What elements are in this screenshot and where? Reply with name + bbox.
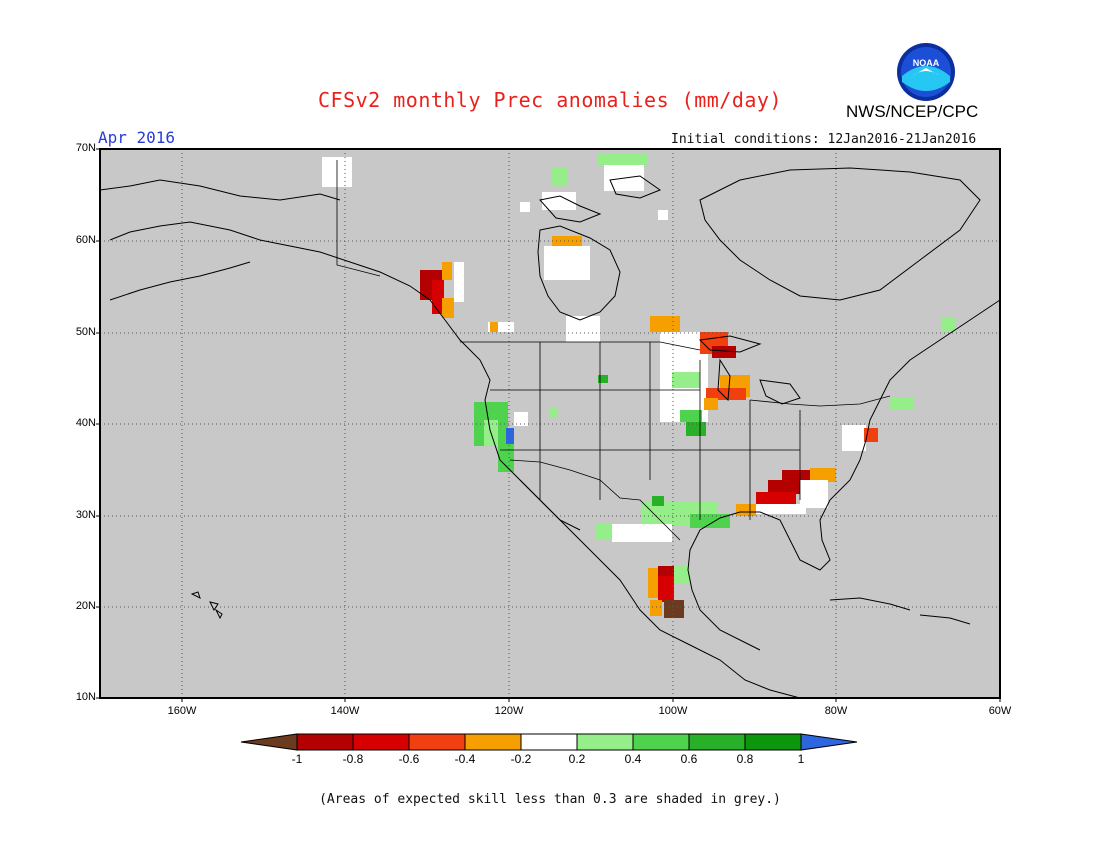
colorbar-tick: 0.8 bbox=[736, 752, 754, 766]
patch-orange bbox=[442, 298, 454, 318]
patch-red-orange bbox=[706, 388, 746, 400]
organization-label: NWS/NCEP/CPC bbox=[846, 102, 979, 121]
chart-title: CFSv2 monthly Prec anomalies (mm/day) bbox=[317, 88, 783, 112]
patch-white bbox=[520, 202, 530, 212]
patch-orange bbox=[810, 468, 836, 482]
patch-white bbox=[454, 262, 464, 302]
initial-conditions: Initial conditions: 12Jan2016-21Jan2016 bbox=[671, 132, 977, 147]
colorbar-segment bbox=[408, 733, 466, 751]
coastlines bbox=[99, 167, 1001, 699]
patch-darkgreen bbox=[652, 496, 664, 506]
patch-red bbox=[756, 492, 796, 504]
lat-label: 30N bbox=[75, 509, 96, 521]
colorbar-segment bbox=[240, 733, 298, 751]
patch-darkred bbox=[782, 470, 810, 482]
lon-label: 100W bbox=[658, 705, 688, 717]
colorbar-tick: -0.8 bbox=[342, 752, 364, 766]
anomaly-patches bbox=[322, 153, 956, 618]
patch-green bbox=[498, 442, 514, 472]
colorbar-segment bbox=[688, 733, 746, 751]
patch-white bbox=[800, 480, 828, 508]
patch-darkgreen bbox=[598, 375, 608, 383]
patch-orange bbox=[648, 568, 658, 598]
axis-ticks bbox=[96, 148, 1001, 702]
colorbar-segment bbox=[632, 733, 690, 751]
patch-white bbox=[566, 316, 600, 342]
patch-white bbox=[842, 425, 866, 451]
patch-green bbox=[680, 410, 702, 422]
patch-green bbox=[598, 153, 648, 165]
noaa-logo-text: NOAA bbox=[913, 58, 940, 68]
patch-orange bbox=[650, 316, 680, 332]
colorbar-tick: 0.2 bbox=[568, 752, 586, 766]
patch-white bbox=[514, 412, 528, 426]
colorbar-tick: 0.4 bbox=[624, 752, 642, 766]
patch-lightgreen bbox=[596, 524, 612, 540]
colorbar-segment bbox=[800, 733, 858, 751]
patch-green bbox=[552, 167, 568, 185]
lat-label: 40N bbox=[75, 417, 96, 429]
patch-red bbox=[658, 576, 674, 602]
lon-label: 140W bbox=[330, 705, 360, 717]
patch-red bbox=[432, 280, 444, 314]
map-background bbox=[100, 149, 1000, 698]
patch-orange bbox=[552, 236, 582, 246]
lat-label: 50N bbox=[75, 326, 96, 338]
colorbar-tick: -0.6 bbox=[398, 752, 420, 766]
colorbar-tick: -0.4 bbox=[454, 752, 476, 766]
lat-label: 10N bbox=[75, 691, 96, 703]
lat-label: 70N bbox=[75, 142, 96, 154]
colorbar-segment bbox=[352, 733, 410, 751]
patch-orange bbox=[736, 504, 756, 516]
patch-lightgreen bbox=[550, 408, 558, 418]
patch-green bbox=[672, 372, 700, 388]
patch-lightgreen bbox=[942, 318, 956, 332]
colorbar-segment bbox=[576, 733, 634, 751]
patch-darkred bbox=[712, 346, 736, 358]
patch-orange bbox=[442, 262, 452, 280]
noaa-logo-icon: NOAA bbox=[897, 43, 955, 101]
colorbar-tick: -1 bbox=[291, 752, 303, 766]
patch-brown bbox=[664, 600, 684, 618]
colorbar-tick: -0.2 bbox=[510, 752, 532, 766]
colorbar-tick: 1 bbox=[797, 752, 805, 766]
lon-label: 60W bbox=[988, 705, 1012, 717]
borders bbox=[336, 160, 891, 541]
patch-white bbox=[658, 210, 668, 220]
patch-white bbox=[488, 322, 514, 332]
skill-note: (Areas of expected skill less than 0.3 a… bbox=[319, 792, 781, 807]
patch-darkred bbox=[658, 566, 674, 576]
patch-lightgreen bbox=[674, 566, 690, 584]
patch-orange bbox=[490, 322, 498, 332]
forecast-month: Apr 2016 bbox=[98, 128, 176, 147]
patch-orange bbox=[704, 398, 718, 410]
lat-label: 60N bbox=[75, 234, 96, 246]
patch-darkred bbox=[768, 480, 808, 494]
lon-label: 120W bbox=[494, 705, 524, 717]
patch-white bbox=[544, 246, 590, 280]
colorbar-segment bbox=[296, 733, 354, 751]
patch-darkgreen bbox=[686, 422, 706, 436]
colorbar bbox=[240, 733, 858, 751]
patch-white bbox=[612, 524, 672, 542]
colorbar-segment bbox=[464, 733, 522, 751]
patch-blue bbox=[506, 428, 514, 444]
patch-orange bbox=[650, 600, 662, 616]
colorbar-tick: 0.6 bbox=[680, 752, 698, 766]
lon-label: 160W bbox=[167, 705, 197, 717]
lat-label: 20N bbox=[75, 600, 96, 612]
colorbar-segment bbox=[520, 733, 578, 751]
lon-label: 80W bbox=[824, 705, 848, 717]
colorbar-segment bbox=[744, 733, 802, 751]
patch-lightgreen bbox=[890, 398, 914, 410]
patch-white bbox=[542, 192, 576, 210]
patch-white bbox=[756, 504, 806, 514]
